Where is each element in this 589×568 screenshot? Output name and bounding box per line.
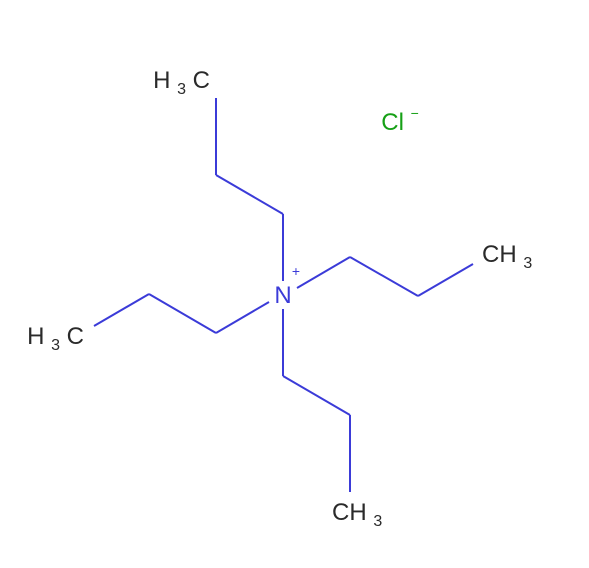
- nitrogen-charge-plus: +: [292, 263, 300, 279]
- sub-3: 3: [373, 513, 382, 530]
- bond-line: [297, 257, 350, 288]
- c-glyph: C: [193, 67, 210, 94]
- c-glyph: C: [67, 323, 84, 350]
- cl-minus: −: [411, 105, 419, 121]
- svg-text:H 3 C: H 3 C: [153, 67, 210, 100]
- sub-3: 3: [177, 81, 186, 98]
- ch3-bottom-right: CH 3: [332, 499, 382, 530]
- bond-line: [94, 294, 149, 326]
- bond-line: [283, 376, 350, 415]
- ch3-top-right: CH 3: [482, 241, 532, 272]
- bond-line: [350, 257, 418, 296]
- h-glyph: H: [27, 323, 44, 350]
- svg-text:CH 3: CH 3: [332, 499, 382, 530]
- svg-text:CH 3: CH 3: [482, 241, 532, 272]
- cl-glyph: Cl: [381, 109, 404, 136]
- sub-3: 3: [523, 255, 532, 272]
- bond-line: [418, 264, 473, 296]
- svg-text:H 3 C: H 3 C: [27, 323, 84, 356]
- bond-line: [216, 302, 269, 333]
- ch-glyph: CH: [332, 499, 367, 526]
- bond-line: [149, 294, 216, 333]
- chloride-ion: Cl −: [381, 105, 419, 136]
- h-glyph: H: [153, 67, 170, 94]
- svg-text:Cl −: Cl −: [381, 105, 419, 136]
- ch3-top-left: H 3 C: [153, 67, 210, 100]
- sub-3: 3: [51, 337, 60, 354]
- nitrogen-atom-label: N: [274, 282, 291, 309]
- bond-line: [216, 175, 283, 214]
- ch-glyph: CH: [482, 241, 517, 268]
- ch3-bottom-left: H 3 C: [27, 323, 84, 356]
